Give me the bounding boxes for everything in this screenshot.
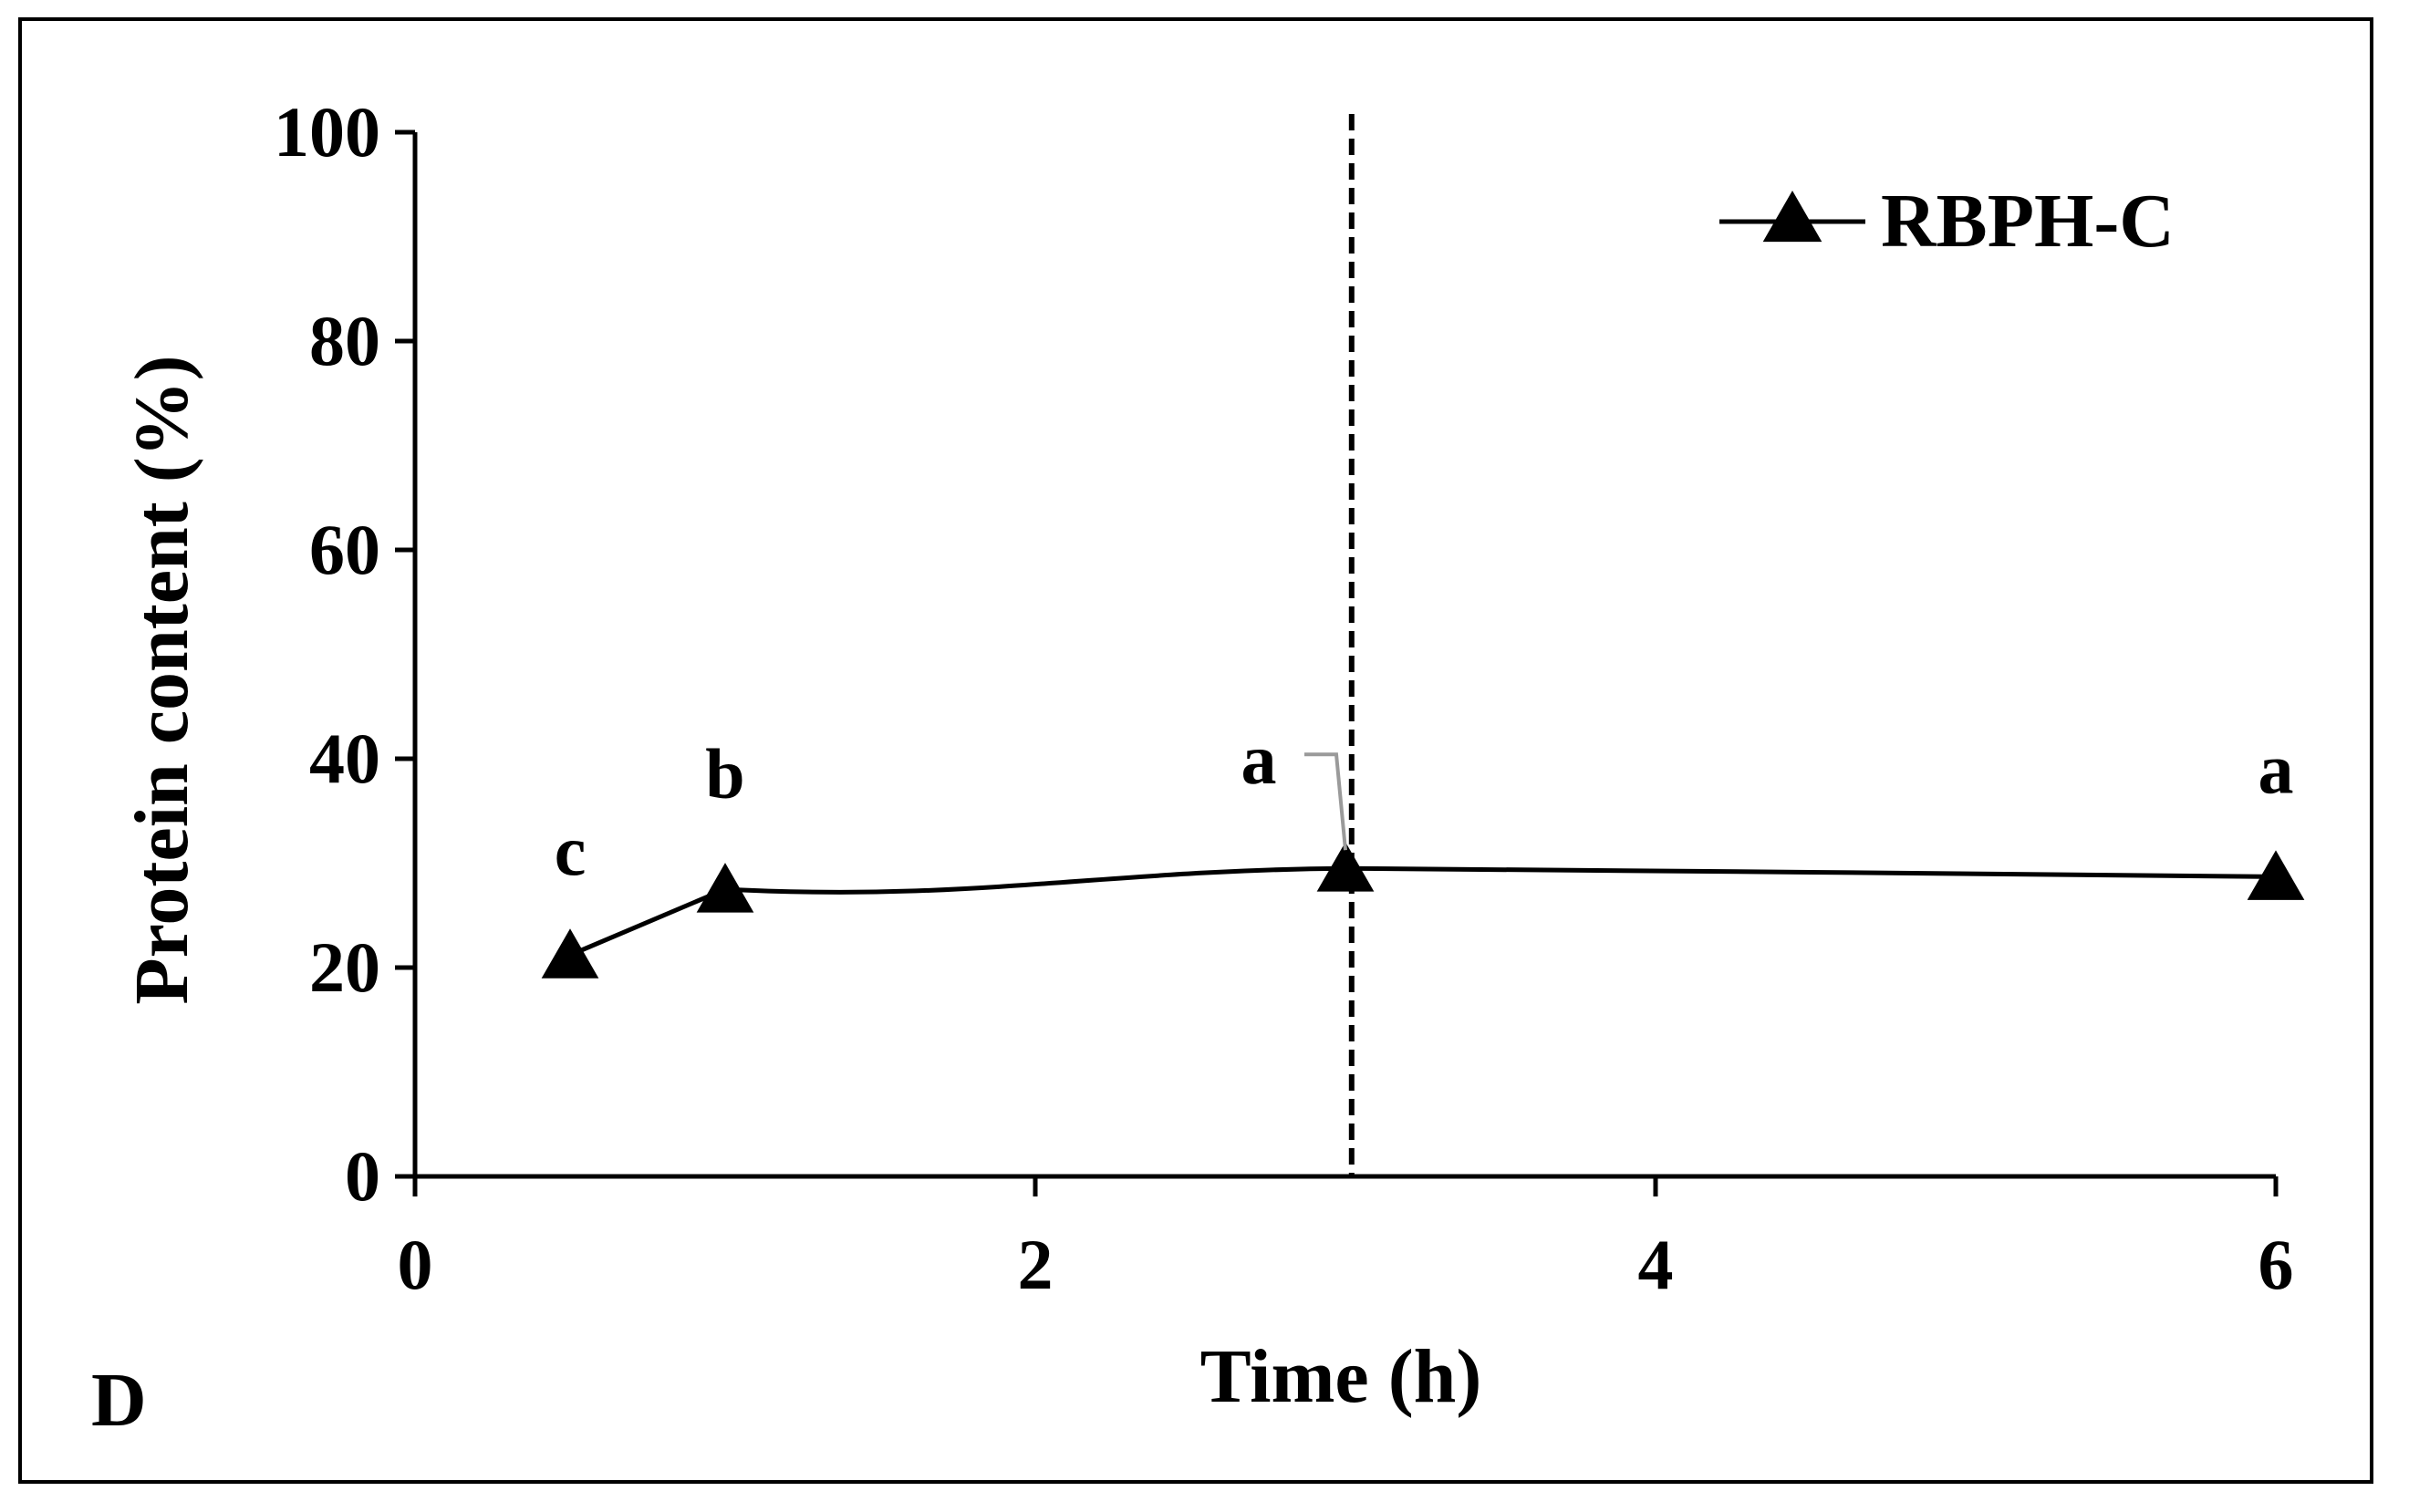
- data-label-1: b: [705, 734, 744, 813]
- series-line: [569, 865, 2277, 958]
- y-tick-label: 0: [345, 1136, 380, 1216]
- legend-label: RBPH-C: [1881, 179, 2175, 264]
- data-label-2: a: [1241, 720, 1277, 799]
- chart-frame: [18, 17, 2373, 1484]
- x-axis-title: Time (h): [1200, 1334, 1482, 1419]
- y-axis-title: Protein content (%): [119, 355, 204, 1004]
- legend-marker: [1762, 191, 1822, 243]
- x-tick-label: 0: [398, 1225, 433, 1304]
- y-tick-label: 80: [309, 301, 380, 380]
- data-point-1: [696, 863, 754, 913]
- x-tick-label: 4: [1638, 1225, 1674, 1304]
- x-tick-label: 2: [1018, 1225, 1054, 1304]
- y-tick-label: 40: [309, 719, 380, 798]
- y-tick-label: 20: [309, 927, 380, 1007]
- y-tick-label: 60: [309, 510, 380, 589]
- panel-label: D: [91, 1358, 147, 1443]
- x-tick-label: 6: [2258, 1225, 2294, 1304]
- data-point-0: [541, 928, 599, 979]
- data-label-0: c: [555, 811, 587, 890]
- data-point-3: [2247, 850, 2305, 900]
- data-point-2: [1316, 842, 1375, 892]
- y-tick-label: 100: [274, 92, 380, 171]
- label-leader-line: [1304, 752, 1347, 851]
- data-label-3: a: [2258, 729, 2294, 808]
